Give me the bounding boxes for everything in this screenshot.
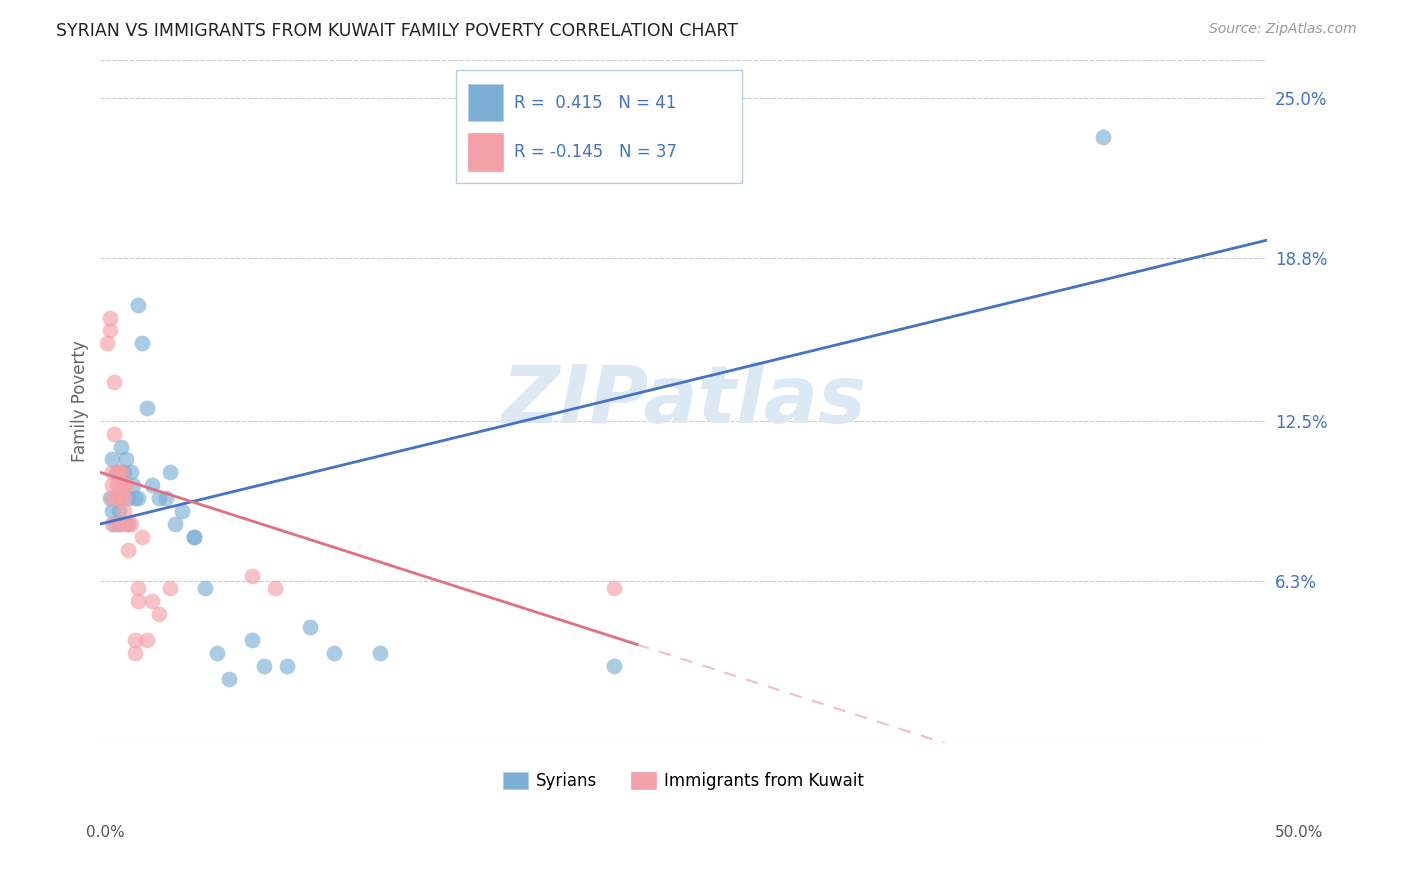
Point <box>98 491 121 505</box>
Point <box>101 491 124 505</box>
Point <box>1092 130 1115 145</box>
Point <box>183 530 205 544</box>
Point <box>112 491 135 505</box>
Point <box>98 310 121 325</box>
Point <box>124 633 146 648</box>
Point <box>98 323 121 337</box>
Point <box>194 582 217 596</box>
Point <box>136 633 159 648</box>
Point <box>148 607 170 622</box>
Text: ZIPatlas: ZIPatlas <box>501 362 866 441</box>
Text: Source: ZipAtlas.com: Source: ZipAtlas.com <box>1209 22 1357 37</box>
Point <box>264 582 287 596</box>
Point <box>159 582 181 596</box>
Point <box>120 516 142 531</box>
Point <box>112 478 135 492</box>
Point <box>253 658 276 673</box>
Text: R =  0.415   N = 41: R = 0.415 N = 41 <box>515 94 676 112</box>
Point <box>96 336 118 351</box>
Point <box>108 504 131 518</box>
Point <box>101 466 124 480</box>
Point <box>117 516 139 531</box>
Point <box>127 491 149 505</box>
Point <box>163 516 186 531</box>
Point <box>602 582 624 596</box>
Point <box>124 646 146 660</box>
Point <box>117 491 139 505</box>
Point <box>115 452 138 467</box>
Point <box>148 491 170 505</box>
Point <box>101 504 124 518</box>
Point <box>122 478 145 492</box>
Point <box>101 452 124 467</box>
Text: R = -0.145   N = 37: R = -0.145 N = 37 <box>515 143 678 161</box>
Point <box>136 401 159 415</box>
Point <box>101 516 124 531</box>
Point <box>105 478 128 492</box>
Point <box>602 658 624 673</box>
FancyBboxPatch shape <box>468 84 503 121</box>
Point <box>183 530 205 544</box>
Text: 50.0%: 50.0% <box>1275 825 1323 840</box>
Point <box>103 516 125 531</box>
Point <box>112 504 135 518</box>
Point <box>322 646 344 660</box>
Point <box>127 582 149 596</box>
Point <box>141 478 163 492</box>
Point <box>105 491 128 505</box>
Point <box>205 646 228 660</box>
Point <box>103 426 125 441</box>
Point <box>105 466 128 480</box>
Point <box>110 440 132 454</box>
Point <box>117 516 139 531</box>
Point <box>108 516 131 531</box>
Point <box>368 646 391 660</box>
Point <box>108 478 131 492</box>
Point <box>159 466 181 480</box>
Point <box>108 466 131 480</box>
Point <box>101 478 124 492</box>
Point <box>120 466 142 480</box>
FancyBboxPatch shape <box>456 70 742 183</box>
Point <box>127 594 149 608</box>
Point <box>115 478 138 492</box>
Point <box>124 491 146 505</box>
Point <box>170 504 193 518</box>
Point <box>112 516 135 531</box>
Text: SYRIAN VS IMMIGRANTS FROM KUWAIT FAMILY POVERTY CORRELATION CHART: SYRIAN VS IMMIGRANTS FROM KUWAIT FAMILY … <box>56 22 738 40</box>
Point <box>103 375 125 389</box>
Point <box>127 298 149 312</box>
Point <box>240 633 263 648</box>
Point <box>105 466 128 480</box>
Point <box>240 568 263 582</box>
Point <box>218 672 240 686</box>
Y-axis label: Family Poverty: Family Poverty <box>72 341 89 462</box>
Point <box>110 491 132 505</box>
Legend: Syrians, Immigrants from Kuwait: Syrians, Immigrants from Kuwait <box>496 765 870 797</box>
Point <box>110 466 132 480</box>
FancyBboxPatch shape <box>468 134 503 171</box>
Point <box>155 491 177 505</box>
Point <box>131 530 153 544</box>
Point <box>131 336 153 351</box>
Point <box>141 594 163 608</box>
Point <box>117 542 139 557</box>
Point <box>276 658 298 673</box>
Point <box>110 466 132 480</box>
Point <box>108 516 131 531</box>
Point <box>112 466 135 480</box>
Point <box>105 466 128 480</box>
Text: 0.0%: 0.0% <box>86 825 125 840</box>
Point <box>299 620 322 634</box>
